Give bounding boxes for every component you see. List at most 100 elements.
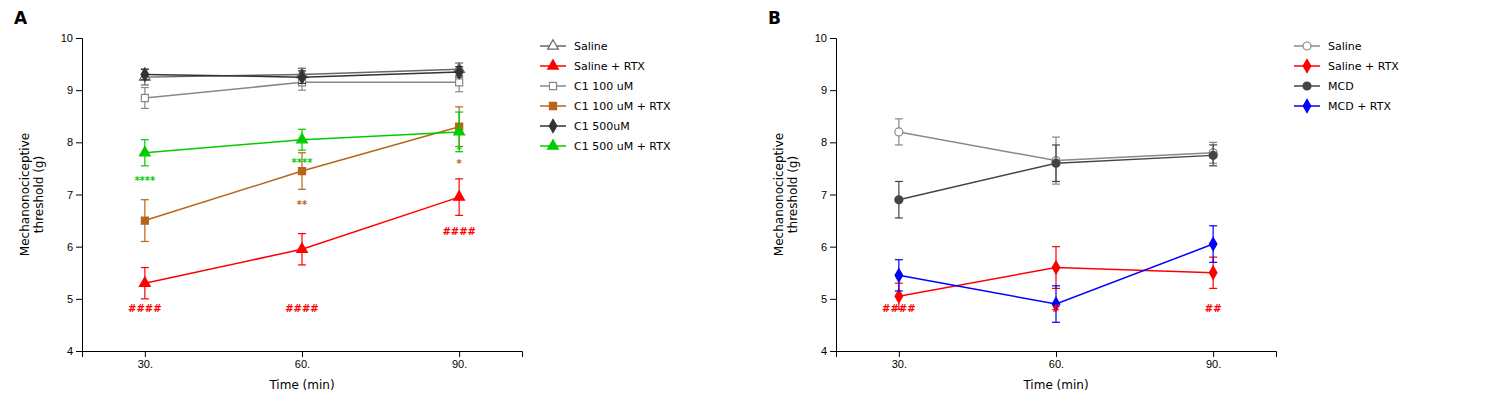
tick: 60. — [295, 351, 310, 370]
axis-line — [830, 39, 837, 352]
tick: 10 — [815, 32, 836, 44]
tick-label: 60. — [1049, 358, 1064, 370]
marker — [297, 134, 308, 143]
legend-marker — [549, 119, 557, 132]
tick: 10 — [61, 32, 82, 44]
tick: 6 — [821, 241, 836, 253]
tick: 4 — [821, 345, 836, 357]
error-bar-cap — [141, 241, 149, 242]
legend: SalineSaline + RTXMCDMCD + RTX — [1294, 40, 1399, 113]
error-bar-cap — [298, 129, 306, 130]
legend-label: C1 100 uM + RTX — [574, 100, 671, 113]
tick-mark — [830, 351, 836, 352]
error-bar-cap — [298, 233, 306, 234]
legend-item: C1 500uM — [540, 119, 630, 132]
tick: 7 — [67, 189, 82, 201]
tick-mark — [830, 247, 836, 248]
error-bar-cap — [895, 217, 903, 218]
error-bar — [1209, 226, 1217, 263]
legend-marker — [1303, 59, 1311, 72]
tick: 5 — [67, 293, 82, 305]
panel: 30.60.90.45678910############***********… — [14, 8, 671, 392]
error-bar-cap — [141, 84, 149, 85]
tick: 60. — [1049, 351, 1064, 370]
tick-mark — [459, 351, 460, 357]
tick-label: 90. — [1206, 358, 1221, 370]
marker — [298, 71, 306, 84]
error-bar-cap — [298, 264, 306, 265]
marker — [1209, 237, 1217, 250]
legend-item: MCD — [1294, 80, 1354, 93]
panel: 30.60.90.45678910#######BTime (min)Mecha… — [768, 8, 1399, 392]
marker — [1209, 151, 1217, 159]
tick-label: 6 — [821, 241, 827, 253]
y-axis-title-line: threshold (g) — [786, 156, 800, 233]
tick-mark — [76, 299, 82, 300]
error-bar-cap — [141, 87, 149, 88]
tick-mark — [830, 195, 836, 196]
tick-label: 90. — [452, 358, 467, 370]
tick-label: 30. — [138, 358, 153, 370]
series — [141, 65, 463, 83]
error-bar-cap — [141, 298, 149, 299]
error-bar-cap — [298, 189, 306, 190]
tick: 4 — [67, 345, 82, 357]
error-bar-cap — [1209, 225, 1217, 226]
panel-title: A — [14, 8, 28, 28]
series — [895, 226, 1217, 323]
error-bar-cap — [141, 199, 149, 200]
annotation: * — [457, 158, 463, 169]
legend-marker — [549, 82, 556, 89]
error-bar-cap — [141, 139, 149, 140]
tick-label: 4 — [821, 345, 827, 357]
error-bar — [1209, 257, 1217, 288]
tick: 6 — [67, 241, 82, 253]
error-bar-cap — [141, 108, 149, 109]
tick-mark — [76, 90, 82, 91]
tick-mark — [76, 142, 82, 143]
tick-mark — [302, 351, 303, 357]
tick-mark — [76, 195, 82, 196]
legend-marker — [1303, 99, 1311, 112]
error-bar-cap — [141, 165, 149, 166]
error-bar-cap — [1052, 144, 1060, 145]
y-axis-title-line: Mechanonociceptive — [18, 133, 32, 256]
marker — [141, 94, 148, 101]
axis-line — [83, 352, 523, 358]
tick: 7 — [821, 189, 836, 201]
tick: 8 — [67, 136, 82, 148]
legend-item: C1 500 uM + RTX — [540, 140, 671, 153]
marker — [454, 126, 465, 135]
annotations: ############************ — [128, 144, 476, 315]
error-bar-cap — [895, 181, 903, 182]
error-bar-cap — [895, 144, 903, 145]
tick-mark — [830, 299, 836, 300]
error-bar-cap — [895, 290, 903, 291]
annotation: #### — [128, 303, 162, 314]
annotation: ** — [297, 199, 308, 210]
tick: 30. — [892, 351, 907, 370]
legend-item: Saline + RTX — [1294, 59, 1399, 72]
tick-mark — [1213, 351, 1214, 357]
series-line — [145, 132, 459, 153]
tick-label: 10 — [815, 32, 827, 44]
tick-mark — [830, 142, 836, 143]
legend-marker — [549, 102, 556, 109]
marker — [1052, 159, 1060, 167]
error-bar — [298, 71, 306, 84]
annotations: ####### — [882, 303, 1221, 314]
error-bar-cap — [1052, 285, 1060, 286]
x-axis: 30. 60. 90. — [83, 351, 523, 370]
marker — [298, 167, 305, 174]
legend-label: C1 100 uM — [574, 80, 633, 93]
legend-label: MCD + RTX — [1328, 100, 1391, 113]
error-bar — [895, 119, 903, 145]
error-bar-cap — [1052, 322, 1060, 323]
series — [895, 119, 1217, 184]
y-axis-title-line: Mechanonociceptive — [772, 133, 786, 256]
legend-label: Saline + RTX — [574, 60, 645, 73]
tick-label: 6 — [67, 241, 73, 253]
tick-mark — [76, 351, 82, 352]
marker — [455, 65, 463, 78]
error-bar-cap — [1052, 246, 1060, 247]
